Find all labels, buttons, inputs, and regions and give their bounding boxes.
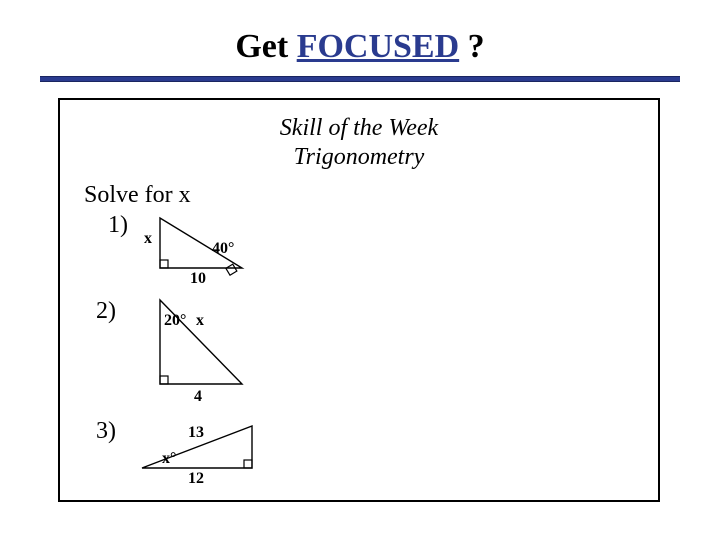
skill-line-2: Trigonometry [60, 143, 658, 172]
p3-label-base: 12 [188, 470, 204, 488]
triangle-2-svg [156, 296, 252, 396]
problem-2-number: 2) [96, 298, 116, 325]
title-prefix: Get [235, 28, 296, 65]
problem-3-triangle: 13 x° 12 [138, 420, 266, 483]
title-focused: FOCUSED [297, 28, 459, 65]
problem-2-triangle: 20° x 4 [156, 296, 252, 401]
p1-label-base: 10 [190, 270, 206, 288]
triangle-1-svg [156, 214, 252, 276]
p2-label-x: x [196, 312, 204, 330]
p3-label-hyp: 13 [188, 424, 204, 442]
solve-prompt: Solve for x [84, 182, 191, 209]
title-suffix: ? [459, 28, 485, 65]
p1-label-angle: 40° [212, 240, 234, 258]
title-rule [40, 76, 680, 82]
slide-title: Get FOCUSED ? [0, 0, 720, 66]
problem-3-number: 3) [96, 418, 116, 445]
skill-line-1: Skill of the Week [60, 114, 658, 143]
p2-label-base: 4 [194, 388, 202, 406]
p3-label-angle: x° [162, 450, 176, 468]
skill-heading: Skill of the Week Trigonometry [60, 114, 658, 172]
content-frame: Skill of the Week Trigonometry Solve for… [58, 98, 660, 502]
p2-label-angle: 20° [164, 312, 186, 330]
problem-1-triangle: x 40° 10 [156, 214, 252, 281]
problem-1-number: 1) [108, 212, 128, 239]
p1-label-x: x [144, 230, 152, 248]
